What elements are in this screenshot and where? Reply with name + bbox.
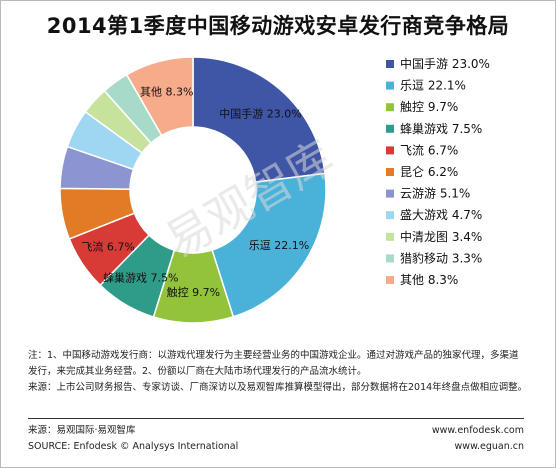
legend-swatch-3 <box>386 103 394 112</box>
legend-label-4: 蜂巢游戏 7.5% <box>400 122 482 136</box>
legend-swatch-5 <box>386 146 394 155</box>
data-label-5: 飞流 6.7% <box>81 240 134 254</box>
legend-label-9: 中清龙图 3.4% <box>400 229 482 244</box>
footer-source-cn: 来源：易观国际·易观智库 <box>28 425 136 436</box>
data-label-1: 中国手游 23.0% <box>219 106 301 120</box>
chart-title: 2014第1季度中国移动游戏安卓发行商竞争格局 <box>46 14 510 38</box>
footer-source-en: SOURCE: Enfodesk © Analysys Internationa… <box>28 441 239 452</box>
legend-label-10: 猎豹移动 3.3% <box>400 250 482 265</box>
legend-label-6: 昆仑 6.2% <box>400 165 458 179</box>
pie-slice-1 <box>192 56 326 183</box>
footnotes: 注：1、中国移动游戏发行商：以游戏代理发行为主要经营业务的中国游戏企业。通过对游… <box>28 348 528 396</box>
legend-swatch-6 <box>386 168 394 176</box>
pie-slice-11 <box>125 56 194 137</box>
footer-urls: www.enfodesk.com www.eguan.cn <box>432 423 524 455</box>
data-label-4: 蜂巢游戏 7.5% <box>103 271 178 285</box>
data-label-2: 乐逗 22.1% <box>249 239 309 252</box>
legend-swatch-1 <box>386 60 394 68</box>
data-label-11: 其他 8.3% <box>140 85 193 98</box>
legend-label-3: 触控 9.7% <box>400 100 458 114</box>
legend-label-5: 飞流 6.7% <box>400 143 458 157</box>
legend-label-2: 乐逗 22.1% <box>400 79 466 93</box>
legend-label-7: 云游游 5.1% <box>400 187 470 201</box>
legend-swatch-10 <box>386 254 394 263</box>
footer-divider <box>28 418 524 419</box>
legend-label-8: 盛大游戏 4.7% <box>400 207 482 222</box>
legend-swatch-9 <box>386 232 394 241</box>
legend-label-11: 其他 8.3% <box>400 273 458 287</box>
legend-swatch-7 <box>386 189 394 198</box>
footer-url-enfodesk: www.enfodesk.com <box>431 425 524 436</box>
legend-label-1: 中国手游 23.0% <box>400 56 490 71</box>
legend-swatch-4 <box>386 124 394 133</box>
data-label-3: 触控 9.7% <box>167 285 220 299</box>
footer-url-eguan: www.eguan.cn <box>454 441 524 452</box>
pie-slice-2 <box>211 172 327 318</box>
footer-source: 来源：易观国际·易观智库 SOURCE: Enfodesk © Analysys… <box>28 423 238 455</box>
legend-swatch-11 <box>386 276 394 284</box>
legend-swatch-8 <box>386 211 394 220</box>
footnote-definition: 注：1、中国移动游戏发行商：以游戏代理发行为主要经营业务的中国游戏企业。通过对游… <box>28 350 519 377</box>
legend-swatch-2 <box>386 81 394 90</box>
footnote-source: 来源：上市公司财务报告、专家访谈、厂商深访以及易观智库推算模型得出，部分数据将在… <box>28 382 528 393</box>
